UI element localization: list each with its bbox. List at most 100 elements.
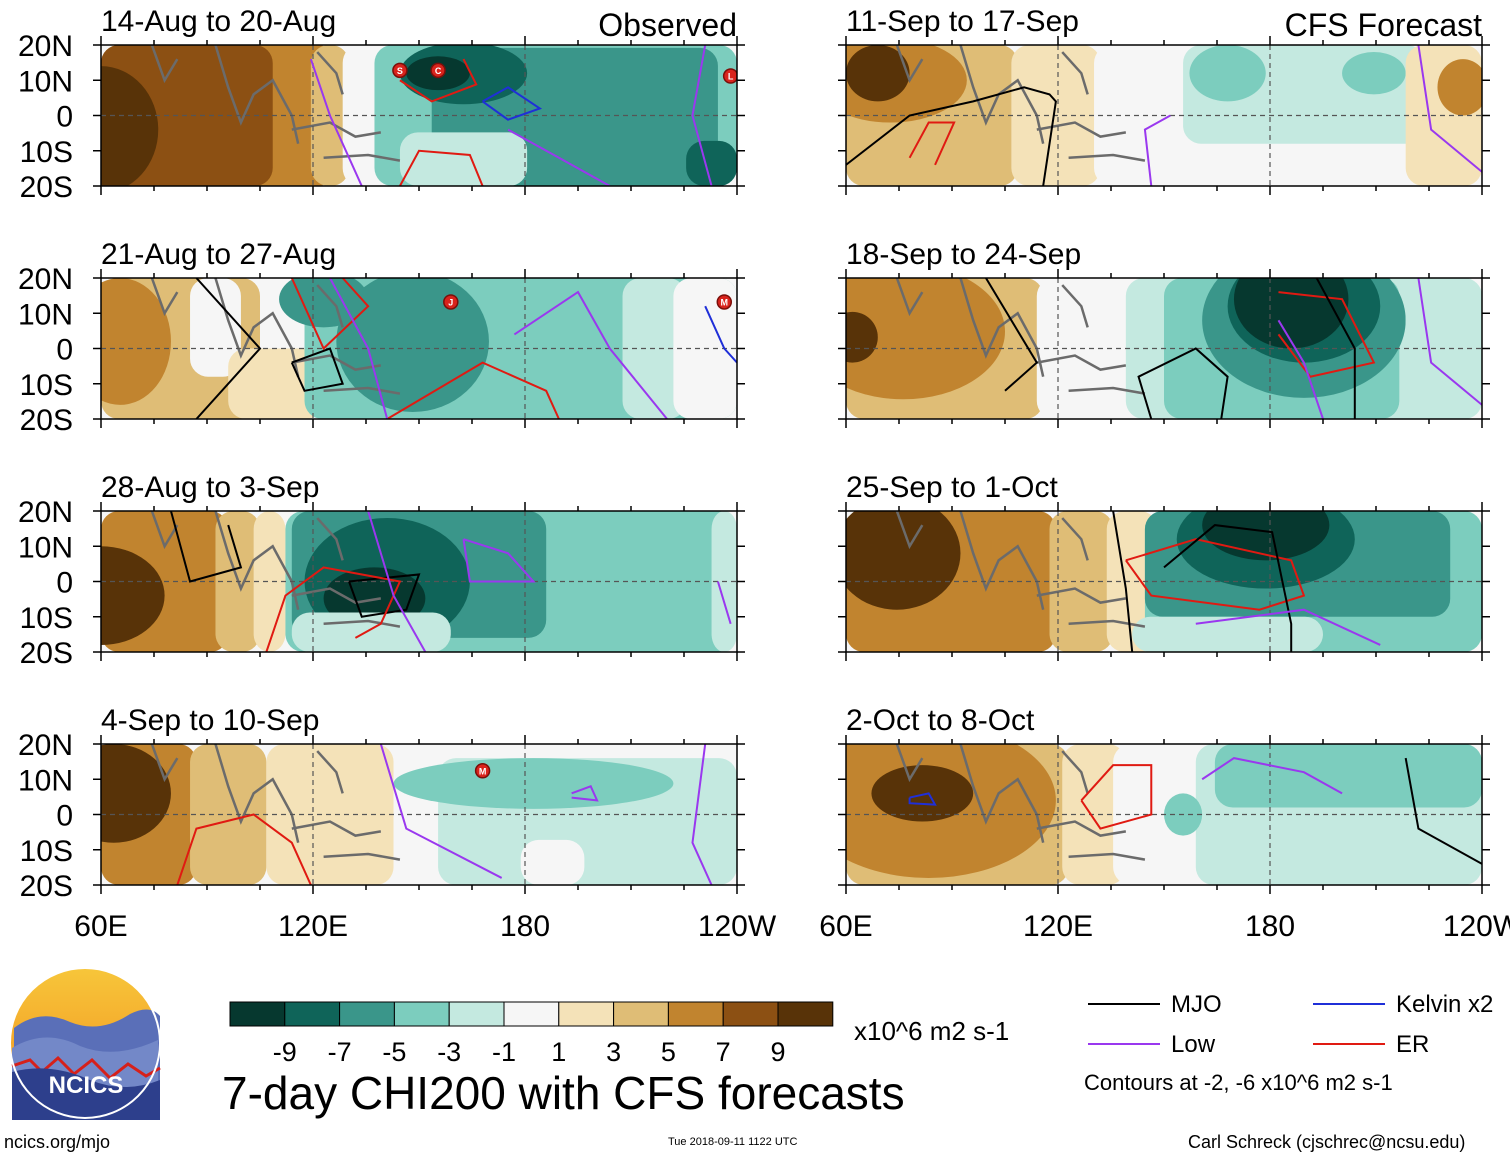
colorbar-tick-label: 9 bbox=[770, 1037, 785, 1067]
logo-text: NCICS bbox=[49, 1072, 124, 1099]
y-tick-label: 10S bbox=[20, 835, 73, 868]
map-panel: 11-Sep to 17-Sep bbox=[838, 5, 1490, 195]
tropical-cyclone-icon[interactable] bbox=[443, 294, 459, 310]
chi200-field-region bbox=[520, 839, 585, 885]
panel-period-label: 18-Sep to 24-Sep bbox=[846, 238, 1081, 271]
er-contour bbox=[399, 58, 478, 103]
chi200-field-region bbox=[846, 278, 1005, 400]
legend-label: MJO bbox=[1171, 991, 1222, 1018]
column-heading: CFS Forecast bbox=[1285, 7, 1482, 43]
coastline bbox=[895, 278, 924, 317]
chi200-field-region bbox=[1036, 278, 1139, 419]
low-contour bbox=[691, 744, 713, 885]
coastline bbox=[150, 278, 179, 317]
panel-period-label: 21-Aug to 27-Aug bbox=[101, 238, 336, 271]
chi200-field-region bbox=[342, 45, 375, 186]
tropical-cyclone-icon[interactable] bbox=[430, 62, 446, 79]
chi200-field-region bbox=[101, 278, 171, 405]
y-tick-label: 20N bbox=[18, 729, 73, 762]
chi200-field-region bbox=[291, 612, 451, 652]
colorbar-units: x10^6 m2 s-1 bbox=[854, 1016, 1009, 1046]
coastline bbox=[150, 511, 179, 550]
er-contour bbox=[1277, 291, 1376, 378]
mjo-contour bbox=[195, 278, 262, 419]
low-contour bbox=[367, 511, 427, 652]
colorbar-segment bbox=[777, 1001, 834, 1027]
chi200-field-region bbox=[686, 140, 737, 186]
coastline bbox=[895, 45, 924, 84]
y-tick-label: 20N bbox=[18, 263, 73, 296]
tropical-cyclone-icon[interactable] bbox=[392, 62, 408, 79]
colorbar-segment bbox=[448, 1001, 505, 1027]
coastline bbox=[316, 51, 344, 95]
coastline bbox=[1068, 153, 1146, 162]
y-tick-label: 20S bbox=[20, 637, 73, 670]
y-tick-label: 10S bbox=[20, 602, 73, 635]
er-contour bbox=[1080, 764, 1153, 830]
x-tick-label: 120W bbox=[698, 910, 777, 943]
coastline bbox=[1061, 51, 1089, 95]
chi200-field-region bbox=[101, 66, 159, 186]
y-tick-label: 0 bbox=[56, 101, 73, 134]
x-tick-label: 120W bbox=[1443, 910, 1510, 943]
legend-label: Kelvin x2 bbox=[1396, 991, 1493, 1018]
coastline bbox=[1036, 820, 1127, 837]
footer-site[interactable]: ncics.org/mjo bbox=[4, 1132, 111, 1152]
panel-field bbox=[846, 511, 1482, 652]
colorbar-segment bbox=[667, 1001, 724, 1027]
legend-label: Low bbox=[1171, 1031, 1216, 1058]
chi200-field-region bbox=[279, 278, 369, 328]
coastline bbox=[895, 744, 924, 783]
chi200-field-region bbox=[846, 311, 878, 363]
panel-field bbox=[846, 278, 1482, 419]
low-contour bbox=[1143, 114, 1171, 186]
y-tick-label: 20S bbox=[20, 171, 73, 204]
mjo-contour bbox=[846, 86, 1057, 186]
chi200-field-region bbox=[399, 132, 528, 186]
chi200-field-region bbox=[1113, 744, 1203, 885]
y-tick-label: 10N bbox=[18, 531, 73, 564]
x-tick-label: 120E bbox=[278, 910, 348, 943]
chi200-field-region bbox=[871, 765, 974, 822]
mjo-contour bbox=[1137, 347, 1229, 419]
colorbar-segment bbox=[722, 1001, 779, 1027]
colorbar-tick-label: 7 bbox=[716, 1037, 731, 1067]
panel-period-label: 25-Sep to 1-Oct bbox=[846, 471, 1058, 504]
coastline bbox=[1068, 619, 1146, 628]
er-contour bbox=[399, 149, 484, 186]
colorbar-segment bbox=[613, 1001, 669, 1027]
low-contour bbox=[1195, 608, 1381, 646]
kelvin-contour bbox=[482, 86, 543, 121]
y-tick-label: 10S bbox=[20, 136, 73, 169]
kelvin-contour bbox=[704, 305, 737, 364]
x-tick-label: 180 bbox=[1245, 910, 1295, 943]
chi200-field-region bbox=[101, 546, 165, 645]
mjo-contour bbox=[290, 347, 345, 392]
chi200-field-region bbox=[1132, 616, 1323, 652]
colorbar-tick-label: -7 bbox=[328, 1037, 352, 1067]
tropical-cyclone-icon[interactable] bbox=[716, 294, 733, 310]
mjo-contour bbox=[1404, 757, 1482, 865]
tropical-cyclone-icon[interactable] bbox=[474, 763, 491, 779]
chi200-field-region bbox=[228, 348, 324, 419]
colorbar-tick-label: -9 bbox=[273, 1037, 297, 1067]
mjo-contour bbox=[1163, 524, 1293, 652]
er-contour bbox=[908, 121, 956, 166]
coastline bbox=[1036, 354, 1127, 371]
colorbar-tick-label: -3 bbox=[437, 1037, 461, 1067]
y-tick-label: 20S bbox=[20, 404, 73, 437]
chi200-field-region bbox=[1062, 744, 1126, 885]
chi200-field-region bbox=[1189, 45, 1266, 102]
tropical-cyclone-icon[interactable] bbox=[722, 68, 738, 84]
legend-label: ER bbox=[1396, 1031, 1429, 1058]
x-tick-label: 60E bbox=[74, 910, 127, 943]
chi200-field-region bbox=[846, 45, 910, 102]
coastline bbox=[291, 587, 382, 604]
figure-title: 7-day CHI200 with CFS forecasts bbox=[222, 1067, 905, 1119]
coastline bbox=[1036, 121, 1127, 138]
mjo-contour bbox=[348, 573, 421, 618]
kelvin-contour bbox=[908, 792, 937, 806]
legend-note: Contours at -2, -6 x10^6 m2 s-1 bbox=[1084, 1070, 1393, 1095]
